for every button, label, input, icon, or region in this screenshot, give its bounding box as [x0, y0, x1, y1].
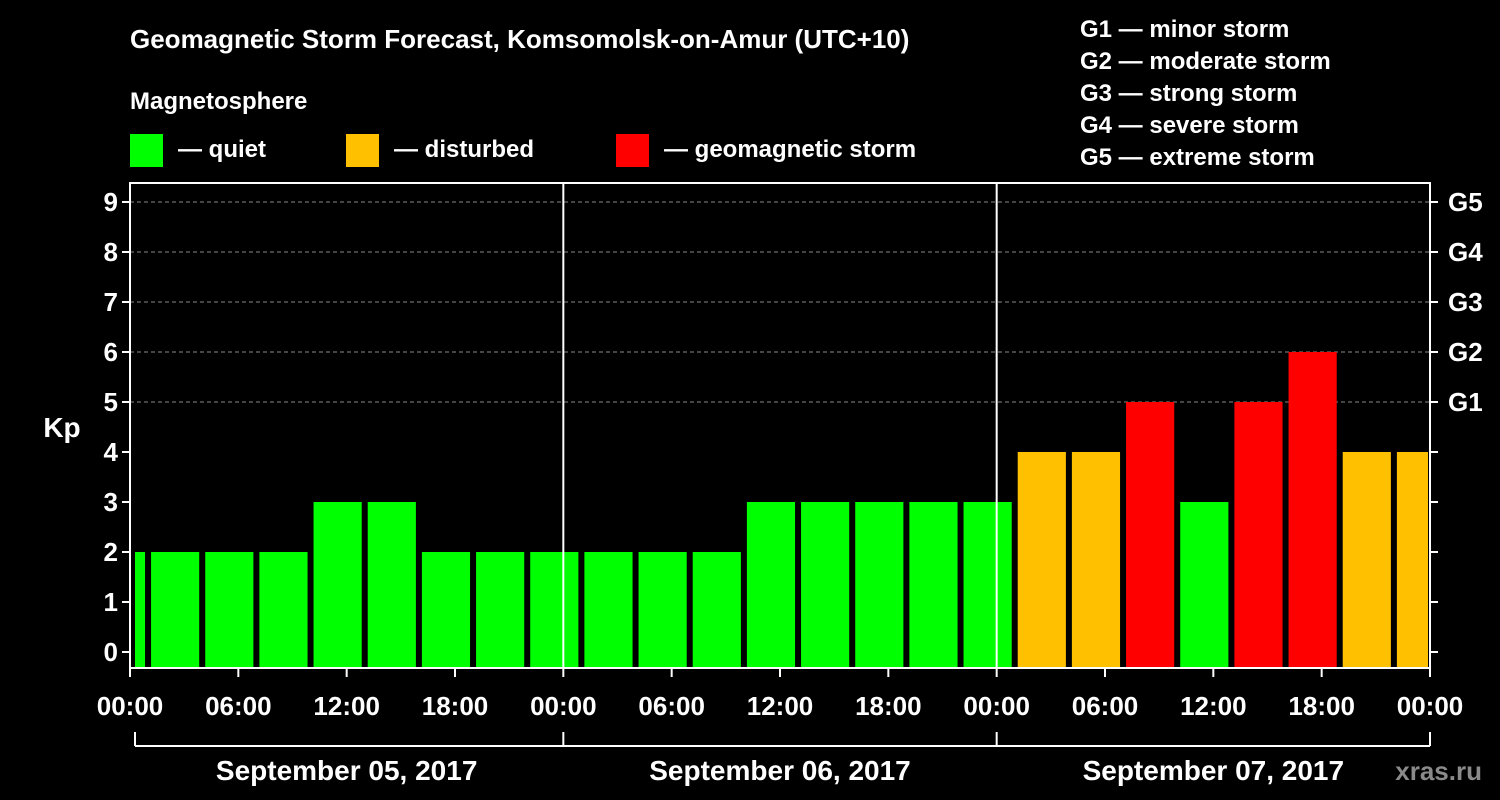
x-tick-label-9: 06:00 — [1072, 691, 1139, 721]
x-tick-label-11: 18:00 — [1288, 691, 1355, 721]
x-tick-label-12: 00:00 — [1397, 691, 1464, 721]
kp-bar-21 — [1234, 402, 1283, 668]
kp-bar-9 — [584, 552, 633, 668]
kp-bar-13 — [801, 502, 850, 668]
legend-label-storm: — geomagnetic storm — [664, 136, 916, 163]
kp-bar-8 — [530, 552, 579, 668]
g-scale-g2: G2 — moderate storm — [1080, 48, 1331, 75]
x-tick-label-3: 18:00 — [422, 691, 489, 721]
kp-bar-17 — [1017, 452, 1066, 668]
kp-bar-20 — [1180, 502, 1229, 668]
kp-bar-1 — [151, 552, 200, 668]
chart-title: Geomagnetic Storm Forecast, Komsomolsk-o… — [130, 24, 909, 54]
g-tick-label-g2: G2 — [1448, 337, 1483, 367]
legend-swatch-disturbed — [346, 134, 379, 167]
g-scale-g1: G1 — minor storm — [1080, 16, 1289, 43]
x-tick-label-5: 06:00 — [638, 691, 705, 721]
kp-bar-0 — [135, 552, 146, 668]
y-tick-label-0: 0 — [104, 637, 118, 667]
kp-bar-16 — [963, 502, 1012, 668]
y-axis-label: Kp — [43, 412, 80, 443]
watermark: xras.ru — [1395, 756, 1482, 786]
g-tick-label-g5: G5 — [1448, 187, 1483, 217]
g-tick-label-g4: G4 — [1448, 237, 1483, 267]
y-tick-label-3: 3 — [104, 487, 118, 517]
x-tick-label-8: 00:00 — [963, 691, 1030, 721]
legend-label-quiet: — quiet — [178, 136, 266, 163]
y-tick-label-7: 7 — [104, 287, 118, 317]
kp-bar-4 — [313, 502, 362, 668]
kp-bar-12 — [746, 502, 796, 668]
kp-bar-3 — [259, 552, 308, 668]
x-tick-label-10: 12:00 — [1180, 691, 1247, 721]
g-tick-label-g1: G1 — [1448, 387, 1483, 417]
x-tick-label-6: 12:00 — [747, 691, 814, 721]
g-tick-label-g3: G3 — [1448, 287, 1483, 317]
y-tick-label-6: 6 — [104, 337, 118, 367]
x-tick-label-2: 12:00 — [313, 691, 380, 721]
kp-bar-14 — [855, 502, 904, 668]
kp-bar-19 — [1126, 402, 1175, 668]
date-label-0: September 05, 2017 — [216, 755, 478, 786]
kp-bar-22 — [1288, 352, 1337, 668]
kp-bar-7 — [476, 552, 525, 668]
g-scale-legend: G1 — minor storm G2 — moderate storm G3 … — [1080, 16, 1331, 171]
date-label-1: September 06, 2017 — [649, 755, 911, 786]
kp-bar-15 — [909, 502, 958, 668]
axis-layer: 0 1 2 3 4 5 6 7 8 9 G1 G2 G3 G4 G5 00:00 06:00 12:00 18:00… — [97, 182, 1483, 786]
legend-heading: Magnetosphere — [130, 88, 307, 115]
kp-bar-6 — [421, 552, 471, 668]
y-tick-label-8: 8 — [104, 237, 118, 267]
g-scale-g4: G4 — severe storm — [1080, 112, 1299, 139]
kp-bar-2 — [205, 552, 254, 668]
x-tick-label-4: 00:00 — [530, 691, 597, 721]
kp-bar-5 — [367, 502, 416, 668]
kp-bar-24 — [1396, 452, 1428, 668]
bar-layer — [135, 352, 1428, 668]
g-scale-g3: G3 — strong storm — [1080, 80, 1297, 107]
y-tick-label-2: 2 — [104, 537, 118, 567]
x-tick-label-7: 18:00 — [855, 691, 922, 721]
y-tick-label-1: 1 — [104, 587, 118, 617]
y-tick-label-5: 5 — [104, 387, 118, 417]
x-tick-label-1: 06:00 — [205, 691, 272, 721]
kp-bar-23 — [1342, 452, 1391, 668]
legend-label-disturbed: — disturbed — [394, 136, 534, 163]
date-label-2: September 07, 2017 — [1083, 755, 1345, 786]
kp-bar-11 — [692, 552, 741, 668]
legend-swatch-storm — [616, 134, 649, 167]
kp-bar-10 — [638, 552, 687, 668]
legend: Magnetosphere — quiet — disturbed — geom… — [130, 88, 916, 167]
x-tick-label-0: 00:00 — [97, 691, 164, 721]
g-scale-g5: G5 — extreme storm — [1080, 144, 1315, 171]
legend-swatch-quiet — [130, 134, 163, 167]
y-tick-label-4: 4 — [104, 437, 119, 467]
y-tick-label-9: 9 — [104, 187, 118, 217]
kp-bar-18 — [1071, 452, 1121, 668]
